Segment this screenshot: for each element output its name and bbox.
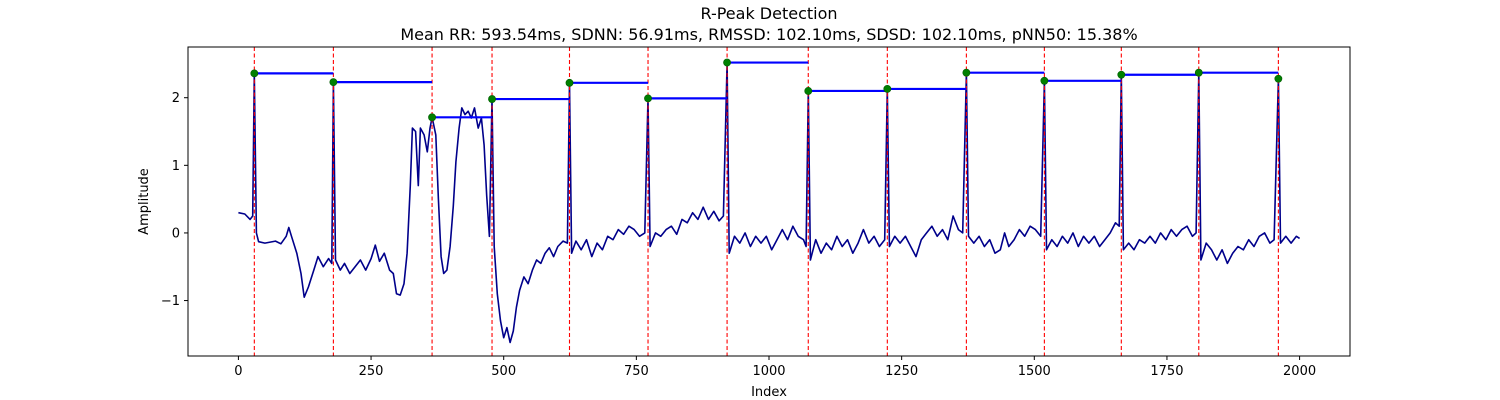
r-peak-marker-9 [883,85,892,93]
r-peak-marker-13 [1194,68,1203,77]
r-peak-marker-5 [565,78,574,87]
r-peak-marker-10 [962,68,971,77]
chart-title: R-Peak Detection [700,4,837,23]
y-tick-label: −1 [161,294,180,309]
r-peak-marker-1 [250,69,259,78]
y-axis-label: Amplitude [137,168,152,235]
r-peak-marker-3 [428,113,436,122]
r-peak-marker-4 [488,95,496,103]
r-peak-marker-11 [1040,76,1049,85]
chart-subtitle: Mean RR: 593.54ms, SDNN: 56.91ms, RMSSD:… [400,25,1137,44]
ecg-signal-line [238,61,1301,344]
x-tick-label: 1000 [752,364,785,379]
x-tick-label: 250 [359,364,384,379]
x-tick-label: 0 [234,364,242,379]
axes: 0 250 500 750 1000 1250 1500 1750 2000 −1 0 1 2 [161,91,1316,379]
plot-area [238,47,1301,356]
y-tick-label: 0 [172,226,180,241]
r-peak-marker-2 [329,78,338,87]
x-axis-label: Index [751,385,787,400]
x-tick-label: 2000 [1283,364,1316,379]
x-tick-label: 750 [624,364,649,379]
x-tick-label: 1500 [1018,364,1051,379]
r-peak-marker-7 [723,58,731,67]
y-tick-label: 2 [172,91,180,106]
x-tick-label: 1750 [1150,364,1183,379]
y-tick-label: 1 [172,159,180,174]
x-tick-label: 1250 [885,364,918,379]
r-peak-marker-14 [1274,74,1283,83]
r-peak-marker-8 [804,87,813,95]
x-tick-label: 500 [491,364,516,379]
r-peak-marker-12 [1117,70,1126,79]
r-peak-marker-6 [644,94,652,103]
